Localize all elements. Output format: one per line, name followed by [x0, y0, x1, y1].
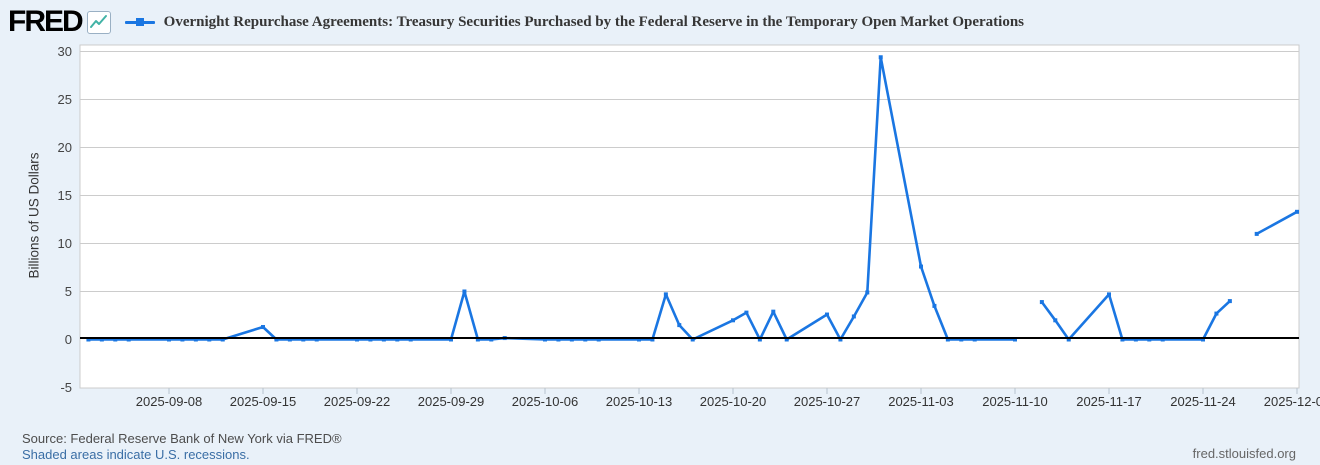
- data-point-marker: [193, 337, 198, 342]
- y-tick-label: 5: [65, 284, 72, 299]
- data-point-marker: [180, 337, 185, 342]
- fred-logo: FRED: [8, 5, 84, 38]
- y-tick-label: 30: [58, 44, 72, 59]
- data-point-marker: [301, 337, 306, 342]
- data-point-marker: [408, 337, 413, 342]
- x-tick-label: 2025-09-15: [230, 394, 297, 409]
- x-tick-label: 2025-09-29: [418, 394, 485, 409]
- y-tick-label: 0: [65, 332, 72, 347]
- y-tick-label: -5: [60, 380, 72, 395]
- x-tick-label: 2025-11-17: [1076, 394, 1142, 409]
- fred-logo-sparkline-icon: [86, 10, 111, 34]
- recession-note-link[interactable]: Shaded areas indicate U.S. recessions.: [22, 447, 250, 462]
- data-point-marker: [355, 337, 359, 342]
- chart-title: Overnight Repurchase Agreements: Treasur…: [163, 13, 1024, 30]
- data-point-marker: [757, 337, 762, 342]
- data-point-marker: [959, 337, 964, 342]
- y-tick-label: 15: [58, 188, 72, 203]
- data-point-marker: [274, 337, 279, 342]
- data-point-marker: [1201, 337, 1205, 342]
- data-point-marker: [1214, 311, 1219, 316]
- data-point-marker: [744, 310, 749, 315]
- x-tick-label: 2025-09-08: [136, 394, 203, 409]
- data-point-marker: [771, 309, 776, 314]
- data-point-marker: [462, 289, 467, 294]
- x-tick-label: 2025-09-22: [324, 394, 391, 409]
- data-point-marker: [113, 337, 118, 342]
- data-point-marker: [731, 318, 735, 323]
- data-point-marker: [167, 337, 171, 342]
- data-point-marker: [784, 337, 789, 342]
- data-point-marker: [1295, 209, 1299, 214]
- data-point-marker: [261, 325, 265, 330]
- data-point-marker: [650, 337, 655, 342]
- data-point-marker: [449, 337, 453, 342]
- data-point-marker: [1160, 337, 1165, 342]
- data-point-marker: [596, 337, 601, 342]
- x-tick-label: 2025-10-20: [700, 394, 767, 409]
- data-point-marker: [838, 337, 843, 342]
- site-url: fred.stlouisfed.org: [1192, 446, 1296, 461]
- data-point-marker: [489, 337, 494, 342]
- data-point-marker: [86, 337, 91, 342]
- data-point-marker: [381, 337, 386, 342]
- data-point-marker: [690, 337, 695, 342]
- data-point-marker: [851, 314, 856, 319]
- data-point-marker: [368, 337, 373, 342]
- data-point-marker: [126, 337, 131, 342]
- data-point-marker: [314, 337, 319, 342]
- data-point-marker: [919, 264, 923, 269]
- data-point-marker: [1254, 231, 1259, 236]
- plot-area[interactable]: [79, 44, 1300, 389]
- data-point-marker: [932, 303, 937, 308]
- chart-header: FRED Overnight Repurchase Agreements: Tr…: [8, 6, 1024, 38]
- source-note: Source: Federal Reserve Bank of New York…: [22, 431, 342, 446]
- data-point-marker: [878, 55, 883, 60]
- y-tick-label: 10: [58, 236, 72, 251]
- data-point-marker: [1120, 337, 1125, 342]
- data-point-marker: [663, 292, 668, 297]
- data-point-marker: [637, 337, 641, 342]
- data-point-marker: [1227, 299, 1232, 304]
- data-point-marker: [865, 290, 870, 295]
- x-tick-label: 2025-11-10: [982, 394, 1048, 409]
- data-point-marker: [220, 337, 225, 342]
- data-point-marker: [207, 337, 212, 342]
- x-tick-label: 2025-12-01: [1264, 394, 1320, 409]
- data-point-marker: [556, 337, 561, 342]
- data-point-marker: [1133, 337, 1138, 342]
- data-point-marker: [1107, 292, 1111, 297]
- data-point-marker: [972, 337, 977, 342]
- legend-marker: [124, 18, 155, 26]
- y-tick-label: 25: [58, 92, 72, 107]
- data-point-marker: [1066, 337, 1071, 342]
- y-tick-label: 20: [58, 140, 72, 155]
- x-tick-label: 2025-10-06: [512, 394, 579, 409]
- x-tick-label: 2025-10-13: [606, 394, 673, 409]
- data-point-marker: [1013, 337, 1017, 342]
- data-point-marker: [569, 337, 574, 342]
- data-point-marker: [543, 337, 547, 342]
- x-tick-label: 2025-11-03: [888, 394, 954, 409]
- data-point-marker: [825, 312, 829, 317]
- data-point-marker: [677, 323, 682, 328]
- data-point-marker: [1147, 337, 1152, 342]
- x-tick-label: 2025-11-24: [1170, 394, 1236, 409]
- data-point-marker: [475, 337, 480, 342]
- data-point-marker: [395, 337, 400, 342]
- data-point-marker: [1039, 300, 1044, 305]
- legend-point-icon: [135, 18, 144, 26]
- data-point-marker: [99, 337, 104, 342]
- data-point-marker: [945, 337, 950, 342]
- data-point-marker: [287, 337, 292, 342]
- data-point-marker: [583, 337, 588, 342]
- data-point-marker: [1053, 318, 1058, 323]
- x-tick-label: 2025-10-27: [794, 394, 861, 409]
